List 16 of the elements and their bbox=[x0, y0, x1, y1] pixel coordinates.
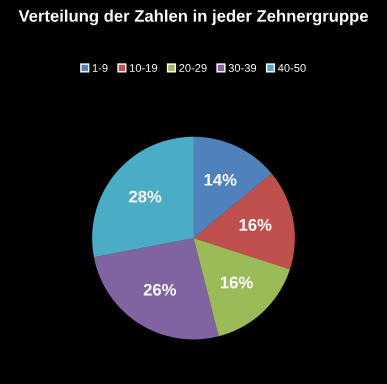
data-label: 26% bbox=[144, 284, 176, 296]
data-label: 16% bbox=[220, 276, 253, 288]
data-label: 16% bbox=[240, 218, 272, 231]
pie-slice bbox=[92, 136, 194, 258]
legend-label: 30-39 bbox=[228, 64, 256, 72]
pie-slice bbox=[194, 238, 290, 336]
data-label: 28% bbox=[128, 190, 162, 202]
legend-label: 40-50 bbox=[278, 64, 306, 72]
pie-slice bbox=[94, 238, 219, 340]
legend-label: 1-9 bbox=[92, 64, 108, 72]
chart-title: Verteilung der Zahlen in jeder Zehnergruppe bbox=[18, 10, 368, 26]
pie-slice bbox=[194, 173, 295, 270]
pie-slice bbox=[194, 136, 272, 238]
legend-label: 20-29 bbox=[179, 64, 207, 72]
legend-label: 10-19 bbox=[130, 64, 158, 72]
data-label: 14% bbox=[204, 174, 236, 186]
